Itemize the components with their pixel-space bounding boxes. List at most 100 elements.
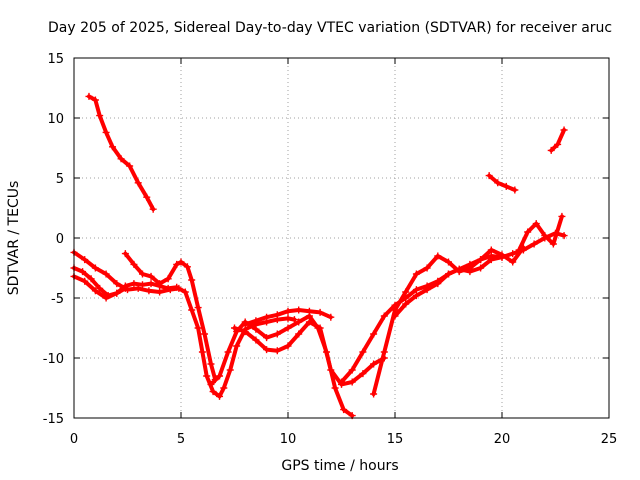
data-point xyxy=(284,324,292,332)
data-point xyxy=(327,366,335,374)
data-point xyxy=(466,268,474,276)
data-point xyxy=(241,328,249,336)
chart-title: Day 205 of 2025, Sidereal Day-to-day VTE… xyxy=(48,20,612,36)
data-point xyxy=(263,346,271,354)
y-tick-label: -10 xyxy=(43,352,64,367)
data-point xyxy=(524,228,532,236)
data-point xyxy=(130,260,138,268)
data-point xyxy=(194,324,202,332)
data-point xyxy=(216,392,224,400)
series-sat-e xyxy=(121,250,219,384)
data-point xyxy=(498,253,506,261)
data-point xyxy=(126,162,134,170)
data-point xyxy=(359,370,367,378)
data-point xyxy=(295,318,303,326)
data-point xyxy=(348,366,356,374)
data-point xyxy=(305,318,313,326)
data-point xyxy=(560,126,568,134)
data-point xyxy=(81,256,89,264)
data-point xyxy=(201,330,209,338)
data-point xyxy=(164,275,172,283)
data-point xyxy=(117,155,125,163)
data-point xyxy=(295,306,303,314)
data-point xyxy=(316,324,324,332)
data-point xyxy=(102,294,110,302)
y-tick-label: -15 xyxy=(43,412,64,427)
data-point xyxy=(121,250,129,258)
data-point xyxy=(509,250,517,258)
series-line xyxy=(517,214,564,252)
x-tick-label: 0 xyxy=(70,432,78,447)
data-point xyxy=(109,143,117,151)
data-point xyxy=(149,205,157,213)
data-point xyxy=(380,348,388,356)
data-point xyxy=(423,264,431,272)
data-point xyxy=(370,360,378,368)
data-point xyxy=(402,300,410,308)
data-point xyxy=(316,308,324,316)
y-tick-label: 10 xyxy=(47,112,64,127)
data-point xyxy=(412,292,420,300)
plot-area xyxy=(70,92,568,420)
data-point xyxy=(181,288,189,296)
data-point xyxy=(220,384,228,392)
y-tick-label: -5 xyxy=(51,292,64,307)
data-point xyxy=(96,284,104,292)
data-point xyxy=(207,360,215,368)
data-point xyxy=(423,286,431,294)
data-point xyxy=(188,306,196,314)
data-point xyxy=(412,270,420,278)
data-point xyxy=(198,348,206,356)
data-point xyxy=(273,311,281,319)
data-point xyxy=(549,240,557,248)
data-point xyxy=(209,388,217,396)
y-tick-label: 5 xyxy=(56,172,64,187)
series-sat-c xyxy=(70,248,183,296)
x-tick-label: 20 xyxy=(494,432,511,447)
data-point xyxy=(138,281,146,289)
data-point xyxy=(85,92,93,100)
data-point xyxy=(370,330,378,338)
data-point xyxy=(532,220,540,228)
data-point xyxy=(87,275,95,283)
y-tick-label: 0 xyxy=(56,232,64,247)
data-point xyxy=(348,378,356,386)
data-point xyxy=(91,287,99,295)
data-point xyxy=(327,313,335,321)
data-point xyxy=(156,288,164,296)
data-point xyxy=(547,146,555,154)
data-point xyxy=(113,280,121,288)
data-point xyxy=(143,193,151,201)
data-point xyxy=(231,324,238,332)
series-sat-g xyxy=(231,318,388,388)
data-point xyxy=(147,272,155,280)
data-point xyxy=(554,140,562,148)
data-point xyxy=(79,268,87,276)
data-point xyxy=(224,348,232,356)
data-point xyxy=(494,179,502,187)
data-point xyxy=(455,265,463,273)
data-point xyxy=(284,314,292,322)
series-sat-a xyxy=(85,92,157,213)
data-point xyxy=(295,330,303,338)
data-point xyxy=(380,312,388,320)
data-point xyxy=(331,384,339,392)
data-point xyxy=(91,96,99,104)
data-point xyxy=(252,317,260,325)
data-point xyxy=(138,270,146,278)
data-point xyxy=(558,212,566,220)
data-point xyxy=(487,246,495,254)
series-sat-l xyxy=(485,172,519,194)
data-point xyxy=(511,186,519,194)
data-point xyxy=(305,307,313,315)
data-point xyxy=(173,260,181,268)
data-point xyxy=(113,289,121,297)
data-point xyxy=(147,280,155,288)
data-point xyxy=(96,112,104,120)
data-point xyxy=(203,372,211,380)
x-axis: 0 5 10 15 20 25 xyxy=(70,58,617,447)
data-point xyxy=(487,256,495,264)
data-point xyxy=(175,284,183,292)
